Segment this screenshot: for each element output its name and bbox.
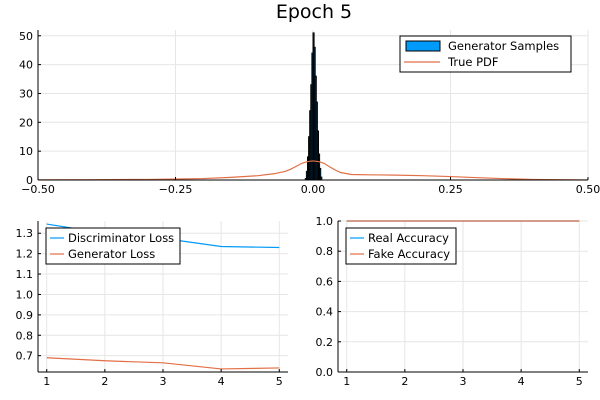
top-plot: −0.50 −0.25 0.00 0.25 0.50 0 10 20 30 40 50 Generat… bbox=[19, 30, 600, 196]
legend-box bbox=[45, 227, 181, 265]
legend-label: Real Accuracy bbox=[368, 231, 449, 245]
y-tick-label: 10 bbox=[19, 145, 33, 158]
legend-label: Fake Accuracy bbox=[368, 247, 450, 261]
chart-title: Epoch 5 bbox=[276, 1, 352, 23]
y-tick-label: 0.9 bbox=[16, 309, 34, 322]
series-line-generator-loss bbox=[46, 357, 280, 370]
y-tick-label: 50 bbox=[19, 30, 33, 43]
y-tick-label: 0 bbox=[26, 174, 33, 187]
legend: Discriminator Loss Generator Loss bbox=[45, 227, 181, 265]
y-tick-label: 0.0 bbox=[316, 366, 334, 379]
legend-label: Generator Loss bbox=[68, 247, 155, 261]
y-tick-label: 30 bbox=[19, 87, 33, 100]
x-tick-label: 0.00 bbox=[301, 183, 326, 196]
legend-box bbox=[345, 227, 457, 265]
y-tick-label: 1.1 bbox=[16, 268, 34, 281]
x-tick-label: 0.25 bbox=[438, 183, 463, 196]
legend-label: Discriminator Loss bbox=[68, 231, 174, 245]
y-tick-label: 1.0 bbox=[316, 215, 334, 228]
x-tick-label: 0.50 bbox=[576, 183, 600, 196]
series-line-true-pdf bbox=[37, 160, 589, 181]
x-tick-label: 2 bbox=[101, 375, 108, 388]
histogram-bars bbox=[304, 32, 323, 181]
legend-label: Generator Samples bbox=[448, 39, 559, 53]
y-tick-label: 1.0 bbox=[16, 288, 34, 301]
x-tick-label: 1 bbox=[43, 375, 50, 388]
legend-swatch bbox=[405, 40, 441, 52]
x-tick-label: 4 bbox=[218, 375, 225, 388]
y-tick-label: 0.6 bbox=[316, 275, 334, 288]
y-tick-label: 0.7 bbox=[16, 350, 34, 363]
x-tick-label: 5 bbox=[576, 375, 583, 388]
y-tick-label: 0.2 bbox=[316, 336, 334, 349]
x-tick-label: 1 bbox=[343, 375, 350, 388]
x-tick-label: 3 bbox=[160, 375, 167, 388]
x-tick-label: 4 bbox=[518, 375, 525, 388]
x-tick-label: −0.50 bbox=[21, 183, 55, 196]
x-tick-label: 5 bbox=[276, 375, 283, 388]
y-tick-label: 0.4 bbox=[316, 306, 334, 319]
x-tick-label: 3 bbox=[460, 375, 467, 388]
accuracy-plot: 1 2 3 4 5 0.0 0.2 0.4 0.6 0.8 1.0 Real Accuracy Fake… bbox=[316, 215, 588, 388]
y-tick-label: 0.8 bbox=[316, 245, 334, 258]
y-tick-label: 1.3 bbox=[16, 227, 34, 240]
y-tick-label: 40 bbox=[19, 59, 33, 72]
y-tick-label: 20 bbox=[19, 116, 33, 129]
legend-label: True PDF bbox=[447, 55, 499, 69]
legend: Generator Samples True PDF bbox=[399, 35, 572, 73]
loss-plot: 1 2 3 4 5 0.7 0.8 0.9 1.0 1.1 1.2 1.3 Discriminator … bbox=[16, 221, 288, 388]
x-tick-label: −0.25 bbox=[159, 183, 193, 196]
legend: Real Accuracy Fake Accuracy bbox=[345, 227, 457, 265]
y-tick-label: 1.2 bbox=[16, 248, 34, 261]
x-tick-label: 2 bbox=[401, 375, 408, 388]
y-tick-label: 0.8 bbox=[16, 329, 34, 342]
